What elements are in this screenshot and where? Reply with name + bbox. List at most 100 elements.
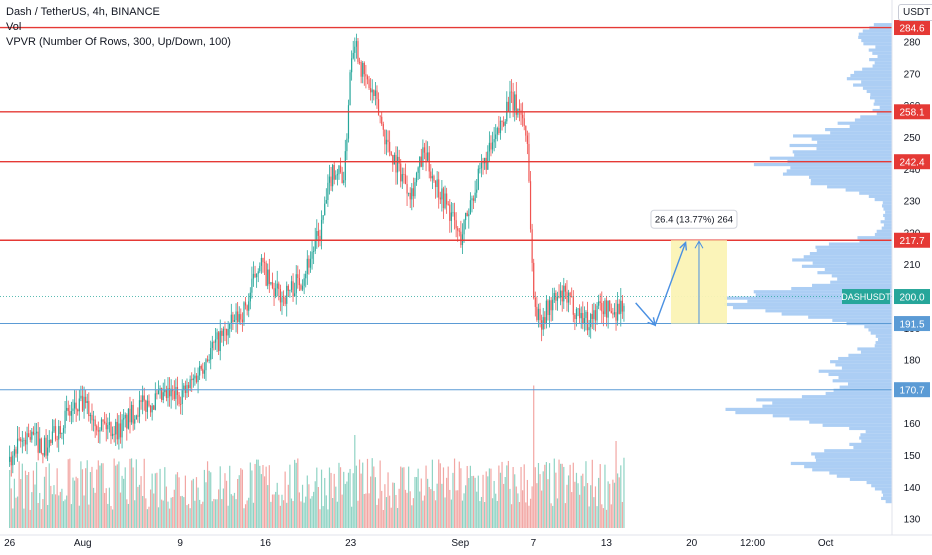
candle-body — [552, 299, 554, 311]
candle-body — [434, 180, 437, 188]
candle-body — [330, 176, 332, 187]
candle-body — [382, 124, 384, 130]
profile-bar — [869, 58, 892, 62]
volume-bar — [85, 468, 87, 528]
volume-bar — [379, 460, 381, 528]
volume-bar — [129, 458, 131, 528]
profile-bar — [872, 51, 892, 55]
profile-bar — [811, 452, 892, 456]
volume-bar — [92, 487, 95, 528]
candle-body — [607, 300, 609, 318]
volume-bar — [138, 484, 141, 528]
chart-legend: Dash / TetherUS, 4h, BINANCE Vol VPVR (N… — [6, 5, 231, 50]
volume-bar — [577, 483, 579, 528]
profile-bar — [817, 271, 892, 275]
candle-body — [465, 212, 467, 221]
vol-indicator-label[interactable]: Vol — [6, 21, 22, 33]
volume-bar — [452, 472, 454, 528]
volume-bar — [173, 489, 175, 528]
profile-bar — [845, 188, 892, 192]
volume-bar — [612, 479, 614, 528]
volume-bar — [72, 477, 74, 528]
volume-bar — [590, 485, 592, 528]
profile-bar — [830, 280, 892, 284]
candle-body — [18, 438, 20, 440]
candle-body — [327, 182, 329, 200]
volume-bar — [574, 481, 576, 528]
price-axis-bg — [892, 0, 932, 550]
volume-bar — [550, 503, 552, 528]
candle-body — [273, 288, 275, 297]
candle-body — [355, 41, 357, 47]
volume-bar — [161, 499, 163, 528]
volume-bar — [333, 473, 335, 528]
volume-bar — [621, 501, 623, 528]
volume-bar — [137, 486, 139, 528]
candle-body — [615, 312, 617, 321]
candle-body — [167, 388, 169, 399]
volume-bar — [567, 475, 570, 528]
candle-body — [56, 439, 58, 441]
candle-body — [69, 411, 71, 416]
volume-bar — [77, 478, 79, 528]
candle-body — [522, 114, 524, 119]
volume-bar — [149, 489, 152, 528]
volume-bar — [216, 499, 218, 528]
symbol-title[interactable]: Dash / TetherUS, 4h, BINANCE — [6, 6, 160, 18]
candle-body — [468, 214, 470, 217]
candle-body — [385, 139, 388, 145]
candle-body — [200, 365, 202, 369]
volume-bar — [466, 465, 468, 528]
candle-body — [194, 375, 196, 379]
volume-bar — [313, 491, 315, 528]
measure-arrow-head — [694, 240, 704, 249]
volume-bar — [617, 473, 619, 528]
currency-label[interactable]: USDT — [898, 4, 932, 21]
candle-body — [567, 292, 570, 303]
volume-bar — [468, 478, 470, 528]
volume-bar — [385, 497, 388, 528]
candle-body — [59, 426, 61, 435]
candle-body — [539, 308, 541, 321]
candle-body — [35, 431, 38, 434]
price-axis: 1301401501601701801902002102202302402502… — [841, 0, 932, 550]
candle-body — [275, 288, 277, 297]
candle-body — [241, 319, 243, 322]
candle-body — [187, 385, 190, 388]
volume-bar — [325, 495, 327, 528]
profile-bar — [755, 293, 892, 297]
volume-bar — [419, 491, 421, 528]
volume-bar — [260, 474, 262, 528]
volume-bar — [373, 466, 375, 528]
volume-bar — [384, 484, 386, 528]
volume-bar — [560, 463, 562, 528]
candle-body — [623, 305, 625, 312]
candle-body — [593, 310, 595, 319]
profile-bar — [876, 229, 892, 233]
volume-bar — [80, 461, 82, 528]
volume-bar — [15, 497, 17, 528]
volume-bar — [542, 471, 544, 528]
candle-body — [224, 328, 226, 330]
volume-bar — [354, 435, 356, 528]
volume-bar — [67, 459, 69, 528]
profile-bar — [854, 118, 892, 122]
candle-body — [45, 437, 47, 456]
volume-bar — [66, 495, 68, 528]
profile-bar — [756, 398, 892, 402]
candle-body — [246, 305, 248, 311]
volume-bar — [613, 482, 616, 528]
candle-body — [314, 239, 316, 252]
volume-bar — [465, 485, 467, 528]
volume-bar — [518, 502, 521, 528]
volume-bar — [153, 493, 155, 528]
vpvr-indicator-label[interactable]: VPVR (Number Of Rows, 300, Up/Down, 100) — [6, 36, 231, 48]
candle-body — [333, 165, 335, 180]
volume-bar — [124, 467, 126, 528]
volume-bar — [148, 506, 150, 528]
profile-bar — [824, 449, 892, 453]
price-tick-label: 180 — [904, 356, 921, 367]
profile-bar — [808, 175, 892, 179]
